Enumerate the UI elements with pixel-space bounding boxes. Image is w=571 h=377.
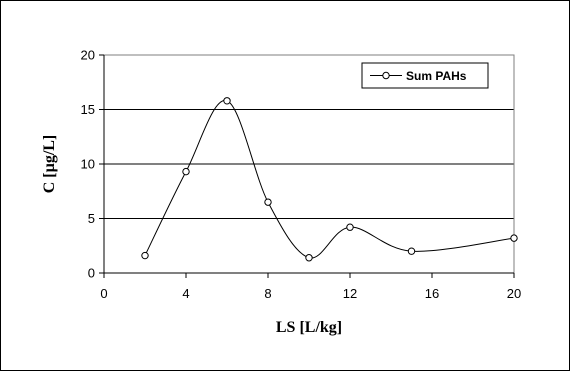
x-tick-label: 8 <box>264 286 271 301</box>
x-tick-label: 0 <box>100 286 107 301</box>
y-tick-label: 20 <box>81 48 95 63</box>
data-point <box>346 223 354 231</box>
axes: 0 5 10 15 20 0 4 8 12 16 20 <box>81 48 522 302</box>
x-tick-label: 16 <box>425 286 439 301</box>
x-tick-label: 12 <box>343 286 357 301</box>
legend: Sum PAHs <box>361 62 489 89</box>
data-point <box>141 251 149 260</box>
x-tick-label: 4 <box>182 286 189 301</box>
legend-label: Sum PAHs <box>406 69 467 83</box>
data-point <box>305 254 313 262</box>
y-tick-label: 10 <box>81 157 95 172</box>
data-point <box>223 97 231 105</box>
data-point <box>510 234 518 242</box>
x-axis-title: LS [L/kg] <box>276 319 342 336</box>
series <box>141 97 518 262</box>
y-tick-label: 0 <box>88 266 95 281</box>
data-point <box>264 198 272 206</box>
y-tick-label: 5 <box>88 211 95 226</box>
x-tick-label: 20 <box>507 286 521 301</box>
y-axis-title: C [µg/L] <box>41 135 58 194</box>
y-tick-label: 15 <box>81 102 95 117</box>
data-point <box>182 167 190 176</box>
legend-marker-swatch <box>382 71 390 80</box>
data-point <box>407 247 416 255</box>
